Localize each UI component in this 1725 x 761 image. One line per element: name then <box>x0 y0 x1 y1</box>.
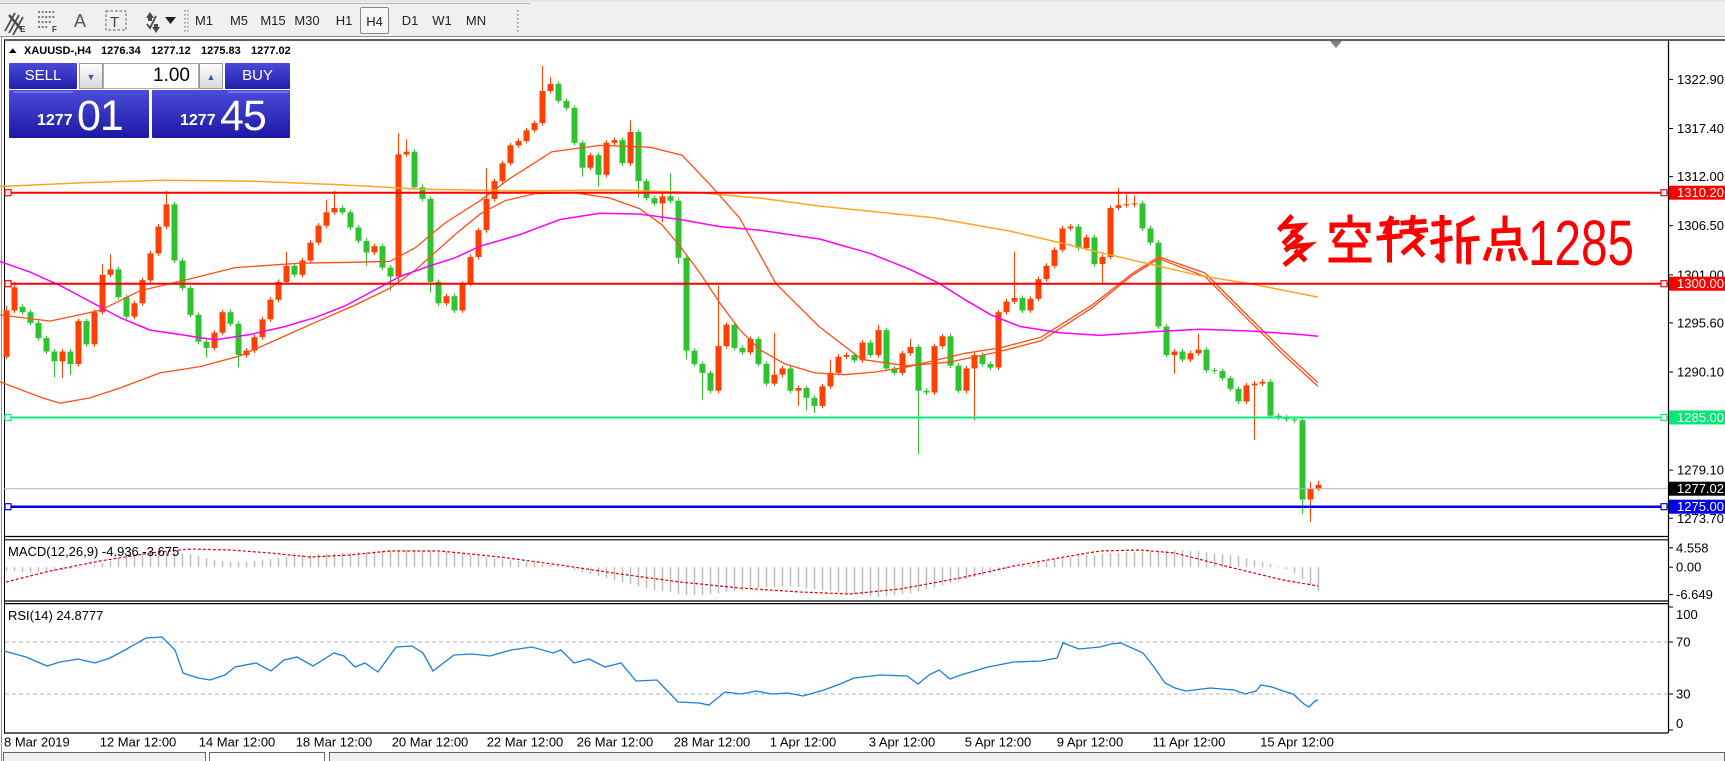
svg-text:1285: 1285 <box>1528 207 1634 279</box>
svg-text:1275.83: 1275.83 <box>201 45 241 57</box>
svg-text:4.558: 4.558 <box>1676 540 1709 555</box>
svg-text:1285.00: 1285.00 <box>1677 410 1724 425</box>
svg-text:F: F <box>52 25 57 34</box>
svg-text:8 Mar 2019: 8 Mar 2019 <box>4 735 70 750</box>
svg-text:0.00: 0.00 <box>1676 560 1701 575</box>
svg-text:RSI(14) 24.8777: RSI(14) 24.8777 <box>8 608 103 623</box>
svg-text:15 Apr 12:00: 15 Apr 12:00 <box>1260 735 1334 750</box>
svg-text:A: A <box>74 11 86 31</box>
svg-text:3 Apr 12:00: 3 Apr 12:00 <box>869 735 936 750</box>
svg-text:26 Mar 12:00: 26 Mar 12:00 <box>577 735 654 750</box>
svg-text:18 Mar 12:00: 18 Mar 12:00 <box>296 735 373 750</box>
svg-text:11 Apr 12:00: 11 Apr 12:00 <box>1153 735 1226 750</box>
svg-text:28 Mar 12:00: 28 Mar 12:00 <box>674 735 751 750</box>
svg-text:100: 100 <box>1676 607 1698 622</box>
svg-text:1317.40: 1317.40 <box>1677 121 1724 136</box>
svg-text:1310.20: 1310.20 <box>1677 185 1724 200</box>
svg-text:1276.34: 1276.34 <box>101 45 142 57</box>
svg-text:1277.02: 1277.02 <box>251 45 291 57</box>
svg-text:1277.12: 1277.12 <box>151 45 191 57</box>
svg-text:1312.00: 1312.00 <box>1677 169 1724 184</box>
svg-text:5 Apr 12:00: 5 Apr 12:00 <box>965 735 1032 750</box>
svg-text:E: E <box>20 25 26 34</box>
svg-text:1300.00: 1300.00 <box>1677 276 1724 291</box>
svg-text:20 Mar 12:00: 20 Mar 12:00 <box>392 735 469 750</box>
svg-text:1322.90: 1322.90 <box>1677 72 1724 87</box>
svg-text:22 Mar 12:00: 22 Mar 12:00 <box>487 735 564 750</box>
svg-text:12 Mar 12:00: 12 Mar 12:00 <box>100 735 177 750</box>
svg-text:70: 70 <box>1676 635 1690 650</box>
svg-text:0: 0 <box>1676 716 1683 731</box>
svg-text:30: 30 <box>1676 687 1690 702</box>
svg-text:14 Mar 12:00: 14 Mar 12:00 <box>199 735 276 750</box>
svg-text:1273.70: 1273.70 <box>1677 511 1724 526</box>
svg-text:1295.60: 1295.60 <box>1677 315 1724 330</box>
svg-text:1306.50: 1306.50 <box>1677 218 1724 233</box>
svg-text:1279.10: 1279.10 <box>1677 463 1724 478</box>
svg-text:-6.649: -6.649 <box>1676 587 1713 602</box>
svg-text:T: T <box>110 14 119 31</box>
svg-text:9 Apr 12:00: 9 Apr 12:00 <box>1057 735 1124 750</box>
svg-text:MACD(12,26,9) -4.936 -3.675: MACD(12,26,9) -4.936 -3.675 <box>8 544 179 559</box>
svg-text:1290.10: 1290.10 <box>1677 365 1724 380</box>
svg-text:XAUUSD-,H4: XAUUSD-,H4 <box>24 45 92 57</box>
svg-text:1277.02: 1277.02 <box>1677 481 1724 496</box>
svg-text:1 Apr 12:00: 1 Apr 12:00 <box>770 735 837 750</box>
svg-text:1275.00: 1275.00 <box>1677 499 1724 514</box>
